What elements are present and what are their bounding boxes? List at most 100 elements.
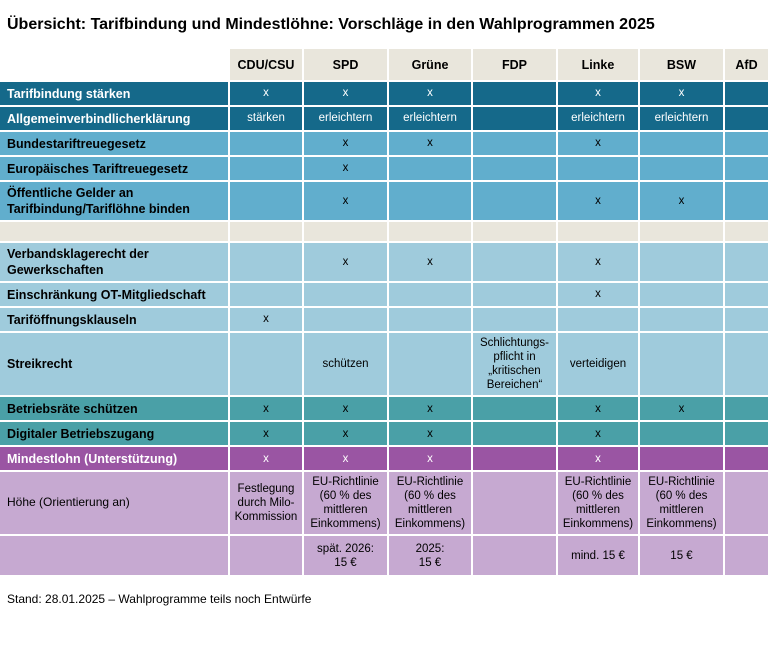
data-cell [473, 536, 558, 578]
data-cell [473, 447, 558, 473]
table-body: Tarifbindung stärken x x x x x Allgemeinverbin… [0, 82, 768, 578]
data-cell [230, 333, 304, 398]
data-cell: x [558, 397, 640, 423]
data-cell [473, 82, 558, 107]
data-cell: schützen [304, 333, 389, 398]
data-cell: x [558, 243, 640, 283]
data-cell: x [230, 422, 304, 448]
data-cell: x [558, 82, 640, 107]
data-cell: stärken [230, 107, 304, 132]
data-cell: EU-Richtlinie (60 % des mittleren Einkom… [640, 472, 725, 537]
data-cell [304, 283, 389, 308]
data-cell: EU-Richtlinie (60 % des mittleren Einkom… [389, 472, 473, 537]
column-header-SPD: SPD [304, 49, 389, 82]
data-cell: x [558, 132, 640, 157]
data-cell [725, 182, 768, 222]
data-cell: EU-Richtlinie (60 % des mittleren Einkom… [558, 472, 640, 537]
table-row: Allgemeinverbindlicherklärung stärken erle… [0, 107, 768, 132]
overview-table: CDU/CSU SPD Grüne FDP Linke BSW AfD Tarifbindu… [0, 49, 768, 578]
data-cell [389, 157, 473, 182]
data-cell [473, 472, 558, 537]
row-label: Europäisches Tariftreuegesetz [0, 157, 230, 182]
data-cell: erleichtern [304, 107, 389, 132]
data-cell: x [389, 243, 473, 283]
data-cell: x [230, 82, 304, 107]
data-cell [725, 283, 768, 308]
data-cell: erleichtern [558, 107, 640, 132]
table-row: Streikrecht schützen Schlichtungs- pflicht… [0, 333, 768, 398]
data-cell [640, 308, 725, 333]
data-cell [725, 422, 768, 448]
data-cell [230, 132, 304, 157]
data-cell: x [304, 132, 389, 157]
data-cell [230, 243, 304, 283]
row-label [0, 222, 230, 243]
data-cell: Festlegung durch Milo- Kommission [230, 472, 304, 537]
data-cell: 15 € [640, 536, 725, 578]
data-cell: x [389, 447, 473, 473]
data-cell [725, 82, 768, 107]
data-cell: x [389, 422, 473, 448]
page: Übersicht: Tarifbindung und Mindestlöhne… [0, 16, 768, 606]
data-cell [473, 107, 558, 132]
data-cell [725, 107, 768, 132]
data-cell [725, 397, 768, 423]
table-row: Europäisches Tariftreuegesetz x [0, 157, 768, 182]
data-cell [640, 447, 725, 473]
data-cell: x [304, 397, 389, 423]
row-label [0, 536, 230, 578]
data-cell: x [389, 82, 473, 107]
table-row: spät. 2026: 15 €2025: 15 € mind. 15 €15 € [0, 536, 768, 578]
table-row: Höhe (Orientierung an) Festlegung durch M… [0, 472, 768, 537]
data-cell [389, 333, 473, 398]
data-cell [473, 397, 558, 423]
table-row: Bundestariftreuegesetz x x x [0, 132, 768, 157]
header-row: CDU/CSU SPD Grüne FDP Linke BSW AfD [0, 49, 768, 82]
data-cell: x [230, 447, 304, 473]
data-cell [230, 283, 304, 308]
data-cell: spät. 2026: 15 € [304, 536, 389, 578]
table-row: Betriebsräte schützen x x x x x [0, 397, 768, 423]
data-cell [558, 157, 640, 182]
data-cell [640, 333, 725, 398]
data-cell [725, 447, 768, 473]
row-label: Betriebsräte schützen [0, 397, 230, 423]
data-cell: x [304, 447, 389, 473]
data-cell [473, 182, 558, 222]
data-cell [640, 222, 725, 243]
data-cell: 2025: 15 € [389, 536, 473, 578]
table-row: Verbandsklagerecht der Gewerkschaften x x x [0, 243, 768, 283]
table-row: Tariföffnungsklauseln x [0, 308, 768, 333]
data-cell: x [640, 397, 725, 423]
data-cell: x [304, 157, 389, 182]
data-cell: x [304, 422, 389, 448]
data-cell [473, 157, 558, 182]
data-cell: x [304, 82, 389, 107]
row-label: Tariföffnungsklauseln [0, 308, 230, 333]
data-cell: erleichtern [389, 107, 473, 132]
row-label: Höhe (Orientierung an) [0, 472, 230, 537]
data-cell [725, 536, 768, 578]
data-cell [473, 132, 558, 157]
table-row: Mindestlohn (Unterstützung) x x x x [0, 447, 768, 473]
data-cell: x [640, 82, 725, 107]
data-cell [725, 243, 768, 283]
data-cell: Schlichtungs- pflicht in „kritischen Ber… [473, 333, 558, 398]
data-cell [725, 333, 768, 398]
table-row: Digitaler Betriebszugang x x x x [0, 422, 768, 448]
data-cell [389, 222, 473, 243]
data-cell [473, 283, 558, 308]
table-row: Einschränkung OT-Mitgliedschaft x [0, 283, 768, 308]
column-header-FDP: FDP [473, 49, 558, 82]
data-cell: x [558, 283, 640, 308]
data-cell [389, 283, 473, 308]
data-cell [640, 422, 725, 448]
data-cell [473, 243, 558, 283]
data-cell: verteidigen [558, 333, 640, 398]
data-cell: EU-Richtlinie (60 % des mittleren Einkom… [304, 472, 389, 537]
data-cell [558, 222, 640, 243]
data-cell: x [304, 243, 389, 283]
data-cell: x [304, 182, 389, 222]
data-cell [473, 222, 558, 243]
row-label: Verbandsklagerecht der Gewerkschaften [0, 243, 230, 283]
